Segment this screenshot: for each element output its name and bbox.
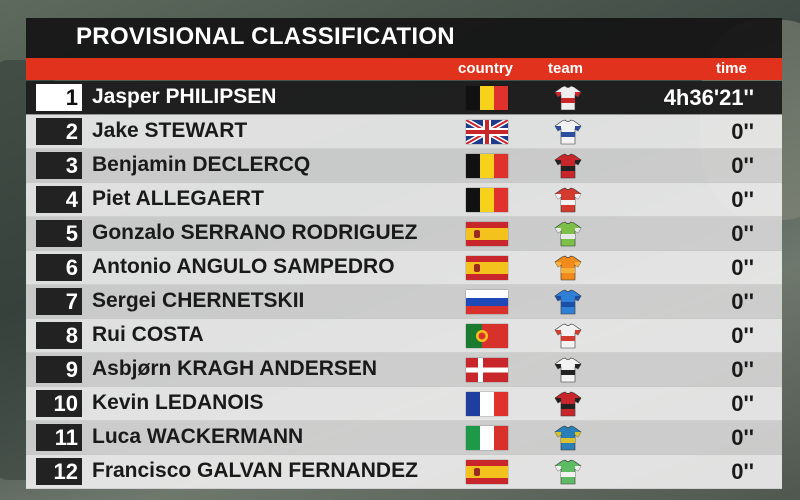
position-number: 3	[36, 152, 82, 179]
title-bar: PROVISIONAL CLASSIFICATION	[26, 18, 782, 58]
russia-flag-icon	[466, 290, 508, 314]
team-jersey-icon	[554, 220, 582, 248]
team-jersey-icon	[554, 84, 582, 112]
finish-time: 0''	[731, 221, 754, 246]
classification-row: 6 Antonio ANGULO SAMPEDRO 0''	[26, 251, 782, 285]
rider-name: Kevin LEDANOIS	[92, 391, 264, 414]
position-number: 10	[36, 390, 82, 417]
position-number: 7	[36, 288, 82, 315]
position-number: 2	[36, 118, 82, 145]
classification-row: 9 Asbjørn KRAGH ANDERSEN 0''	[26, 353, 782, 387]
team-jersey-icon	[554, 390, 582, 418]
position-number: 6	[36, 254, 82, 281]
finish-time: 4h36'21''	[663, 85, 754, 110]
position-number: 5	[36, 220, 82, 247]
belgium-flag-icon	[466, 154, 508, 178]
team-jersey-icon	[554, 186, 582, 214]
position-number: 12	[36, 458, 82, 485]
classification-row: 4 Piet ALLEGAERT 0''	[26, 183, 782, 217]
rider-name: Gonzalo SERRANO RODRIGUEZ	[92, 221, 418, 244]
rider-name: Asbjørn KRAGH ANDERSEN	[92, 357, 378, 380]
team-jersey-icon	[554, 152, 582, 180]
united-kingdom-flag-icon	[466, 120, 508, 144]
page-title: PROVISIONAL CLASSIFICATION	[76, 23, 455, 50]
rider-name: Francisco GALVAN FERNANDEZ	[92, 459, 418, 482]
results-list: 1 Jasper PHILIPSEN 4h36'21'' 2 Jake STEW…	[26, 81, 782, 489]
rider-name: Jake STEWART	[92, 119, 248, 142]
rider-name: Jasper PHILIPSEN	[92, 85, 277, 108]
classification-row: 2 Jake STEWART 0''	[26, 115, 782, 149]
rider-name: Benjamin DECLERCQ	[92, 153, 311, 176]
team-jersey-icon	[554, 118, 582, 146]
classification-row: 8 Rui COSTA 0''	[26, 319, 782, 353]
classification-row: 3 Benjamin DECLERCQ 0''	[26, 149, 782, 183]
finish-time: 0''	[731, 289, 754, 314]
spain-flag-icon	[466, 256, 508, 280]
position-number: 1	[36, 84, 82, 111]
position-number: 11	[36, 424, 82, 451]
rider-name: Piet ALLEGAERT	[92, 187, 264, 210]
classification-row: 7 Sergei CHERNETSKII 0''	[26, 285, 782, 319]
classification-row: 5 Gonzalo SERRANO RODRIGUEZ 0''	[26, 217, 782, 251]
portugal-flag-icon	[466, 324, 508, 348]
rider-name: Sergei CHERNETSKII	[92, 289, 305, 312]
position-number: 4	[36, 186, 82, 213]
finish-time: 0''	[731, 119, 754, 144]
team-jersey-icon	[554, 356, 582, 384]
classification-row: 12 Francisco GALVAN FERNANDEZ 0''	[26, 455, 782, 489]
belgium-flag-icon	[466, 86, 508, 110]
rider-name: Rui COSTA	[92, 323, 204, 346]
classification-row: 10 Kevin LEDANOIS 0''	[26, 387, 782, 421]
finish-time: 0''	[731, 255, 754, 280]
classification-row: 1 Jasper PHILIPSEN 4h36'21''	[26, 81, 782, 115]
team-jersey-icon	[554, 288, 582, 316]
finish-time: 0''	[731, 323, 754, 348]
rider-name: Luca WACKERMANN	[92, 425, 304, 448]
team-jersey-icon	[554, 458, 582, 486]
time-column-header: time	[716, 60, 747, 77]
column-header-bar: country team time	[26, 58, 782, 80]
finish-time: 0''	[731, 391, 754, 416]
country-column-header: country	[458, 60, 514, 77]
spain-flag-icon	[466, 460, 508, 484]
france-flag-icon	[466, 392, 508, 416]
team-column-header: team	[548, 60, 584, 77]
classification-row: 11 Luca WACKERMANN 0''	[26, 421, 782, 455]
rider-name: Antonio ANGULO SAMPEDRO	[92, 255, 395, 278]
spain-flag-icon	[466, 222, 508, 246]
team-jersey-icon	[554, 254, 582, 282]
finish-time: 0''	[731, 187, 754, 212]
belgium-flag-icon	[466, 188, 508, 212]
team-jersey-icon	[554, 424, 582, 452]
finish-time: 0''	[731, 425, 754, 450]
denmark-flag-icon	[466, 358, 508, 382]
position-number: 9	[36, 356, 82, 383]
position-number: 8	[36, 322, 82, 349]
finish-time: 0''	[731, 459, 754, 484]
finish-time: 0''	[731, 357, 754, 382]
finish-time: 0''	[731, 153, 754, 178]
team-jersey-icon	[554, 322, 582, 350]
italy-flag-icon	[466, 426, 508, 450]
